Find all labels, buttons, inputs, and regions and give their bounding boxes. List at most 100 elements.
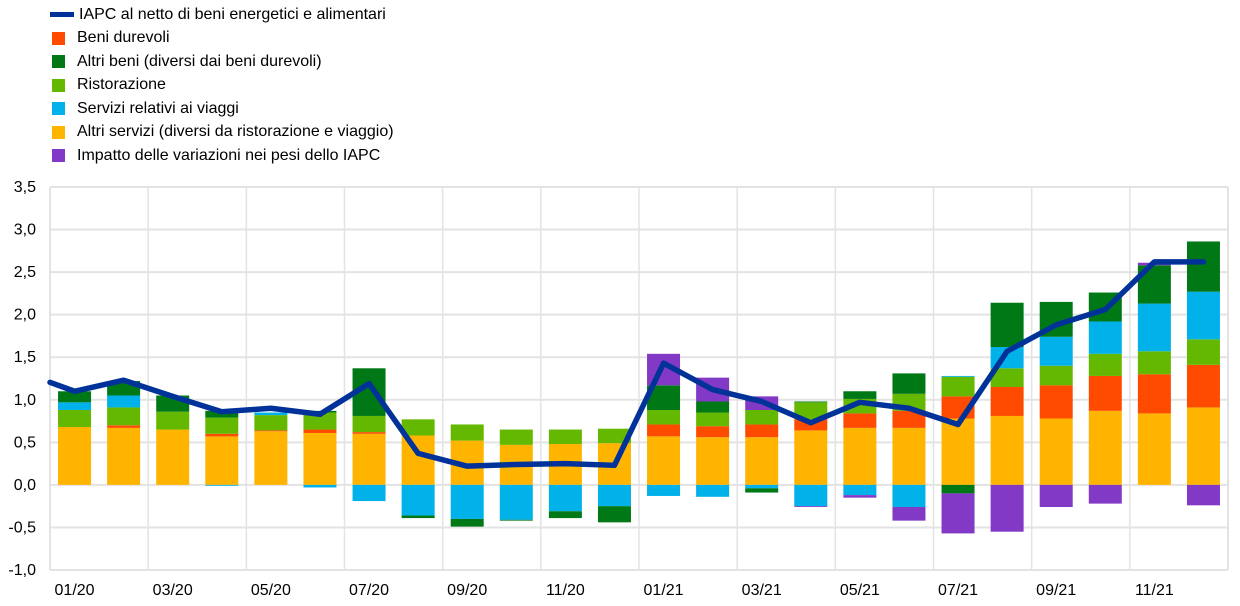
bar-segment xyxy=(696,401,730,413)
bar-segment xyxy=(303,429,337,433)
bar-segment xyxy=(990,484,1024,532)
legend-swatch xyxy=(52,31,65,45)
bar-segment xyxy=(1186,407,1220,485)
bar-segment xyxy=(499,429,533,445)
bar-segment xyxy=(843,427,877,485)
bar-segment xyxy=(745,437,779,485)
y-tick-label: 3,0 xyxy=(14,222,36,239)
bar-segment xyxy=(254,412,288,416)
bar-segment xyxy=(401,435,435,485)
bar-segment xyxy=(401,515,435,519)
bar-segment xyxy=(58,391,92,403)
bar-segment xyxy=(1088,375,1122,411)
bar-segment xyxy=(303,484,337,488)
x-tick-label: 01/20 xyxy=(55,582,95,599)
bar-segment xyxy=(107,395,141,408)
legend-label: Altri beni (diversi dai beni durevoli) xyxy=(77,52,322,70)
bar-segment xyxy=(990,302,1024,348)
x-tick-label: 05/21 xyxy=(840,582,880,599)
bar-segment xyxy=(794,430,828,485)
bar-segment xyxy=(794,484,828,507)
bar-segment xyxy=(1088,353,1122,376)
bar-segment xyxy=(990,387,1024,416)
legend-swatch xyxy=(52,149,65,163)
y-tick-label: 1,5 xyxy=(14,349,36,366)
bar-segment xyxy=(745,409,779,425)
x-tick-label: 09/21 xyxy=(1036,582,1076,599)
bar-segment xyxy=(548,484,582,512)
bar-segment xyxy=(843,495,877,498)
bar-segment xyxy=(499,519,533,521)
bar-segment xyxy=(303,432,337,485)
bar-segment xyxy=(1039,336,1073,366)
bar-segment xyxy=(1137,413,1171,485)
legend-item: Altri servizi (diversi da ristorazione e… xyxy=(50,121,394,145)
y-tick-label: 0,5 xyxy=(14,434,36,451)
legend-label: Altri servizi (diversi da ristorazione e… xyxy=(77,123,394,141)
bar-segment xyxy=(156,411,190,430)
y-tick-label: 3,5 xyxy=(14,179,36,196)
legend-swatch xyxy=(52,102,65,116)
bar-segment xyxy=(254,431,288,485)
y-tick-label: 0,0 xyxy=(14,477,36,494)
bar-segment xyxy=(843,413,877,428)
bar-segment xyxy=(892,410,926,428)
x-tick-label: 01/21 xyxy=(644,582,684,599)
legend-item: Ristorazione xyxy=(50,74,394,98)
bar-segment xyxy=(450,484,484,519)
bar-segment xyxy=(548,511,582,519)
bar-segment xyxy=(647,436,681,485)
bar-segment xyxy=(1039,418,1073,485)
bar-segment xyxy=(696,412,730,427)
x-tick-label: 03/21 xyxy=(742,582,782,599)
bar-segment xyxy=(1039,385,1073,419)
legend-label: Servizi relativi ai viaggi xyxy=(77,99,239,117)
bar-segment xyxy=(352,433,386,485)
bar-segment xyxy=(745,484,779,489)
x-tick-label: 11/21 xyxy=(1135,582,1174,599)
bar-segment xyxy=(107,427,141,485)
bar-segment xyxy=(401,484,435,516)
bar-segment xyxy=(1039,365,1073,386)
bar-segment xyxy=(58,409,92,428)
bar-segment xyxy=(990,368,1024,388)
bar-segment xyxy=(941,418,975,485)
legend-item: Altri beni (diversi dai beni durevoli) xyxy=(50,50,394,74)
bar-segment xyxy=(843,391,877,399)
bar-segment xyxy=(205,436,239,485)
bar-segment xyxy=(254,430,288,432)
x-tick-label: 07/21 xyxy=(938,582,978,599)
legend-item: Servizi relativi ai viaggi xyxy=(50,97,394,121)
bar-segment xyxy=(1137,374,1171,414)
legend-swatch xyxy=(52,55,65,69)
legend-item-line: IAPC al netto di beni energetici e alime… xyxy=(50,3,394,27)
bar-segment xyxy=(696,426,730,438)
bar-segment xyxy=(450,424,484,441)
bar-segment xyxy=(990,415,1024,485)
legend-label: Ristorazione xyxy=(77,76,166,94)
bar-segment xyxy=(941,484,975,494)
legend: IAPC al netto di beni energetici e alime… xyxy=(50,3,394,168)
bar-segment xyxy=(450,518,484,527)
y-tick-label: 2,5 xyxy=(14,264,36,281)
y-tick-label: 2,0 xyxy=(14,307,36,324)
bar-segment xyxy=(1186,241,1220,292)
x-tick-label: 07/20 xyxy=(349,582,389,599)
bar-segment xyxy=(156,429,190,485)
bar-segment xyxy=(352,415,386,433)
bar-segment xyxy=(843,484,877,496)
bar-segment xyxy=(1088,321,1122,354)
x-tick-label: 05/20 xyxy=(251,582,291,599)
bar-segment xyxy=(1137,351,1171,375)
legend-item: Beni durevoli xyxy=(50,27,394,51)
bar-segment xyxy=(205,484,239,486)
bar-segment xyxy=(1088,484,1122,504)
bar-segment xyxy=(1186,339,1220,365)
bar-segment xyxy=(254,415,288,431)
legend-label: Impatto delle variazioni nei pesi dello … xyxy=(77,146,381,164)
legend-swatch xyxy=(52,125,65,139)
bar-segment xyxy=(941,493,975,534)
bar-segment xyxy=(1186,364,1220,408)
bar-segment xyxy=(696,484,730,497)
y-tick-label: -1,0 xyxy=(8,562,36,579)
